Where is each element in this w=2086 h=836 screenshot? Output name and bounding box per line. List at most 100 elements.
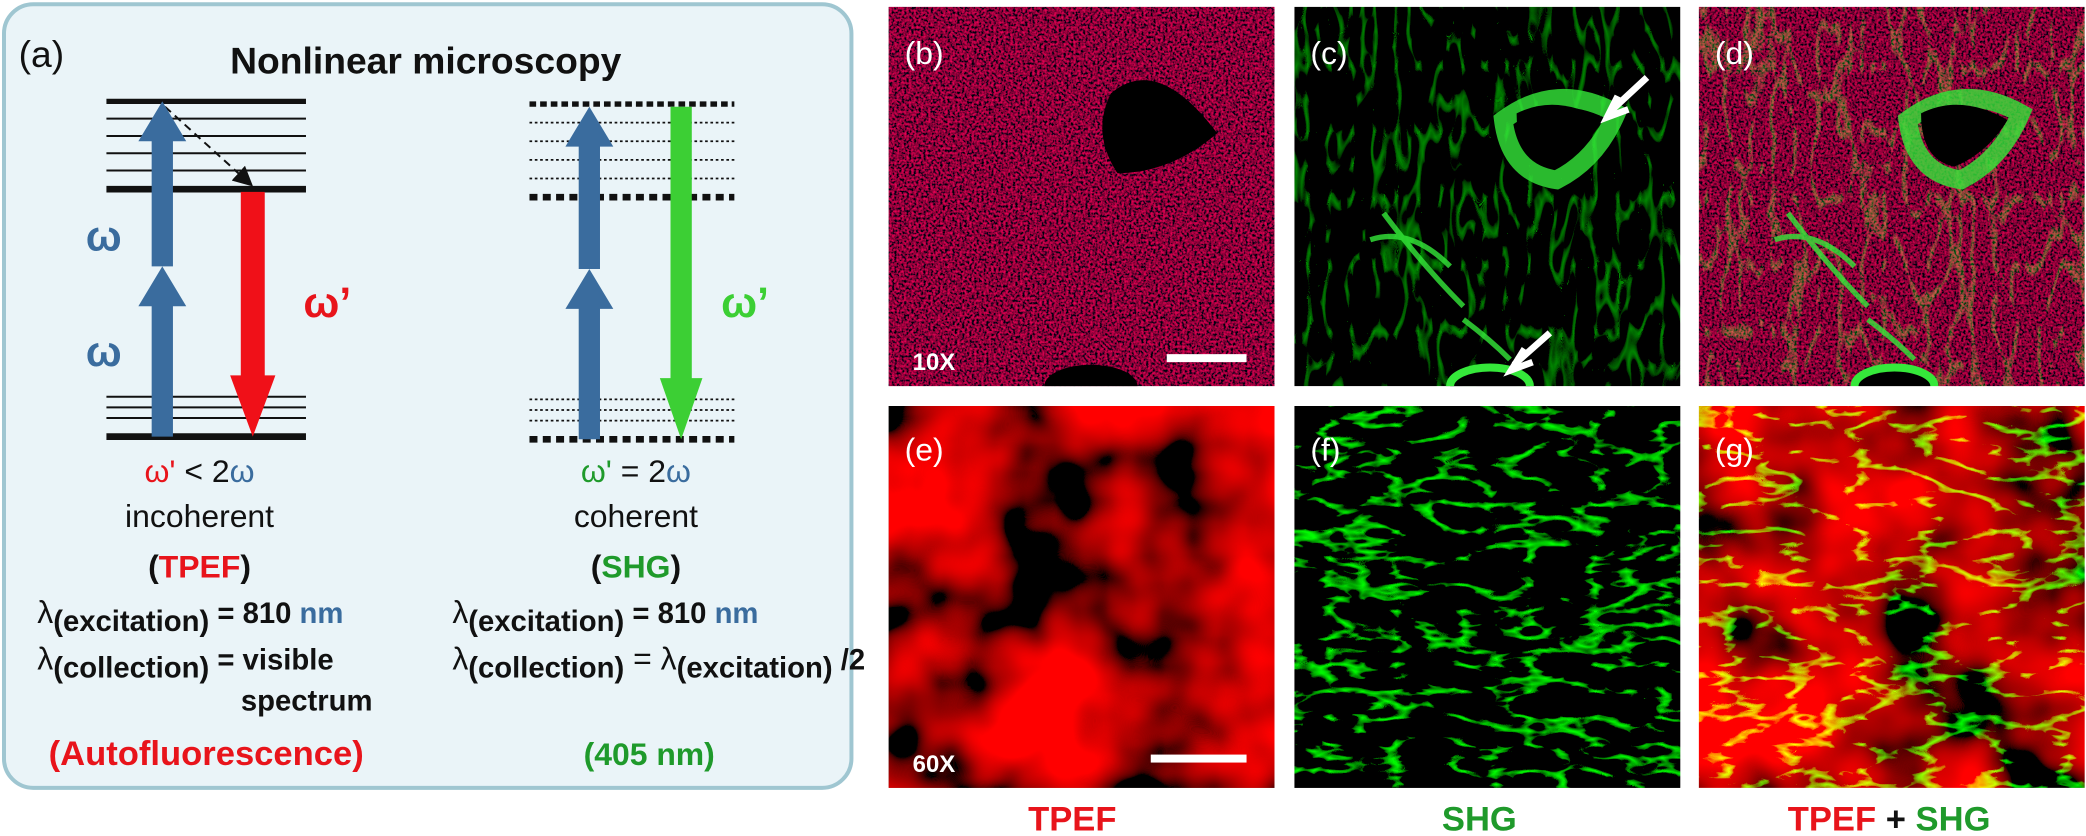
shape bbox=[659, 106, 703, 440]
text-part: + bbox=[1876, 800, 1915, 836]
text-part: (excitation) bbox=[677, 652, 833, 684]
panel-label: (c) bbox=[1310, 35, 1347, 71]
shape bbox=[1698, 6, 2085, 387]
text-part: λ bbox=[37, 594, 53, 630]
shape bbox=[1446, 363, 1534, 387]
text-part: (collection) bbox=[53, 652, 209, 684]
shape bbox=[1294, 6, 1681, 387]
omega-label: ω bbox=[86, 328, 122, 376]
micrograph bbox=[888, 406, 1275, 788]
shape bbox=[1516, 104, 1604, 167]
micrograph bbox=[888, 6, 1275, 387]
text-part: ω' bbox=[581, 453, 612, 489]
caption: SHG bbox=[1442, 800, 1517, 836]
text-part: ω bbox=[230, 453, 255, 489]
diagram-title: Nonlinear microscopy bbox=[230, 39, 622, 81]
caption: TPEF + SHG bbox=[1788, 800, 1991, 836]
magnification: 10X bbox=[913, 349, 956, 376]
text-part: < 2 bbox=[176, 453, 230, 489]
omega-emit-label: ω’ bbox=[303, 279, 351, 327]
text-part: ω' bbox=[145, 453, 176, 489]
panel-label: (a) bbox=[19, 33, 65, 75]
tpef-levels bbox=[106, 98, 306, 440]
text-part: ) bbox=[670, 549, 681, 585]
relation: ω' < 2ω bbox=[145, 453, 255, 489]
shape bbox=[1493, 89, 1629, 190]
excitation: λ(excitation) = 810 nm bbox=[37, 594, 343, 638]
relation: ω' = 2ω bbox=[581, 453, 691, 489]
text-part: SHG bbox=[601, 549, 670, 585]
text-part: TPEF bbox=[159, 549, 241, 585]
text-part: nm bbox=[715, 598, 759, 630]
collection: λ(collection) = visible bbox=[37, 640, 333, 684]
shape bbox=[1921, 104, 2008, 167]
shape bbox=[1044, 364, 1138, 387]
text-part: SHG bbox=[1916, 800, 1991, 836]
shape bbox=[888, 406, 1275, 788]
shape bbox=[138, 101, 187, 267]
text-part: λ bbox=[37, 640, 53, 676]
shape bbox=[1600, 74, 1650, 124]
collection: λ(collection) = λ(excitation) /2 bbox=[452, 640, 865, 684]
shape bbox=[565, 106, 614, 269]
shape bbox=[138, 266, 187, 437]
shape bbox=[230, 191, 276, 437]
shape bbox=[1850, 363, 1939, 387]
shape bbox=[164, 105, 254, 187]
shg-levels bbox=[529, 101, 735, 443]
shape bbox=[565, 269, 614, 440]
panel-label: (g) bbox=[1715, 432, 1754, 468]
shape bbox=[1897, 89, 2033, 190]
shape bbox=[1369, 211, 1512, 362]
technique: (SHG) bbox=[591, 549, 681, 585]
tpef-arrows bbox=[138, 101, 276, 437]
text-part: λ bbox=[452, 640, 468, 676]
coherence: incoherent bbox=[125, 498, 274, 534]
text-part: = λ bbox=[624, 640, 676, 676]
shape bbox=[1102, 80, 1218, 174]
shape bbox=[1503, 330, 1553, 377]
magnification: 60X bbox=[913, 751, 956, 778]
note: (Autofluorescence) bbox=[49, 735, 364, 773]
shape bbox=[1166, 354, 1247, 363]
shape bbox=[1773, 211, 1917, 362]
text-part: = 810 bbox=[624, 598, 714, 630]
text-part: (collection) bbox=[468, 652, 624, 684]
text-part: ω bbox=[666, 453, 691, 489]
text-part: /2 bbox=[833, 644, 866, 676]
panel-label: (d) bbox=[1715, 35, 1754, 71]
shape bbox=[888, 6, 1275, 387]
text-part: = visible bbox=[209, 644, 333, 676]
micrograph bbox=[1294, 406, 1681, 788]
micrograph bbox=[1698, 406, 2085, 788]
panel-label: (b) bbox=[905, 35, 944, 71]
text-part: ) bbox=[240, 549, 251, 585]
text-part: = 810 bbox=[209, 598, 299, 630]
text-part: ( bbox=[591, 549, 602, 585]
caption: TPEF bbox=[1028, 800, 1116, 836]
shape bbox=[1294, 406, 1681, 788]
micrograph bbox=[1698, 6, 2085, 387]
text-part: (excitation) bbox=[53, 606, 209, 638]
panel-label: (f) bbox=[1310, 432, 1340, 468]
omega-label: ω bbox=[86, 212, 122, 260]
collection: spectrum bbox=[241, 686, 373, 718]
shape bbox=[1698, 406, 2085, 788]
shape bbox=[1150, 754, 1247, 763]
coherence: coherent bbox=[574, 498, 698, 534]
text-part: (excitation) bbox=[468, 606, 624, 638]
micrograph bbox=[1294, 6, 1681, 387]
text-part: ( bbox=[148, 549, 159, 585]
excitation: λ(excitation) = 810 nm bbox=[452, 594, 758, 638]
technique: (TPEF) bbox=[148, 549, 251, 585]
text-part: λ bbox=[452, 594, 468, 630]
shg-arrows bbox=[565, 106, 703, 440]
panel-label: (e) bbox=[905, 432, 944, 468]
omega-emit-label: ω’ bbox=[721, 279, 769, 327]
note: (405 nm) bbox=[584, 736, 715, 772]
text-part: TPEF bbox=[1788, 800, 1876, 836]
text-part: = 2 bbox=[612, 453, 666, 489]
